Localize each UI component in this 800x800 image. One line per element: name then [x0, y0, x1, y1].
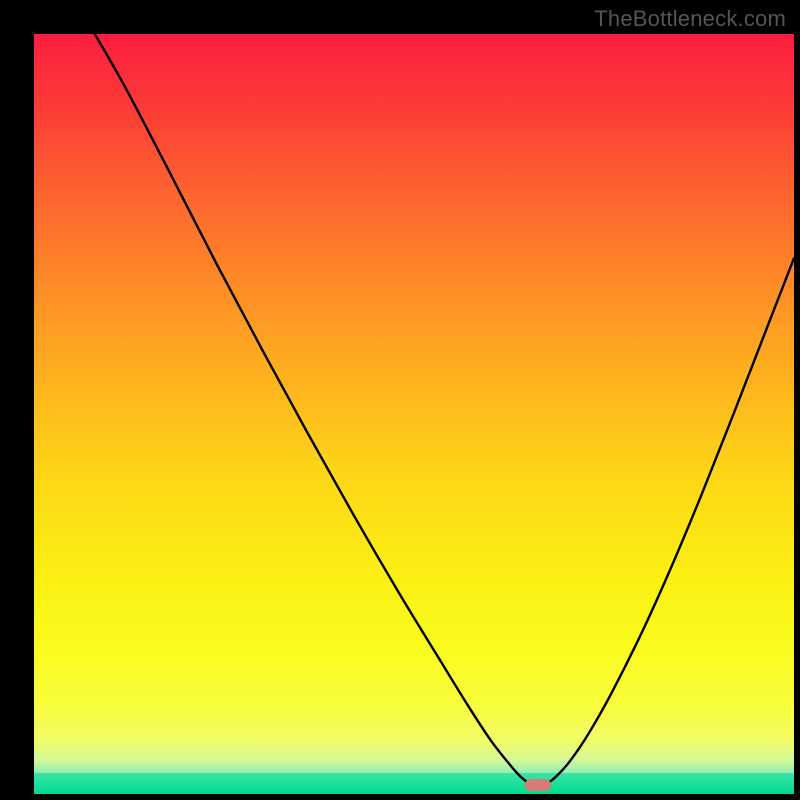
chart-curve — [34, 34, 794, 794]
chart-minimum-marker — [525, 779, 551, 791]
chart-plot-area — [34, 34, 794, 794]
watermark-text: TheBottleneck.com — [594, 6, 786, 32]
